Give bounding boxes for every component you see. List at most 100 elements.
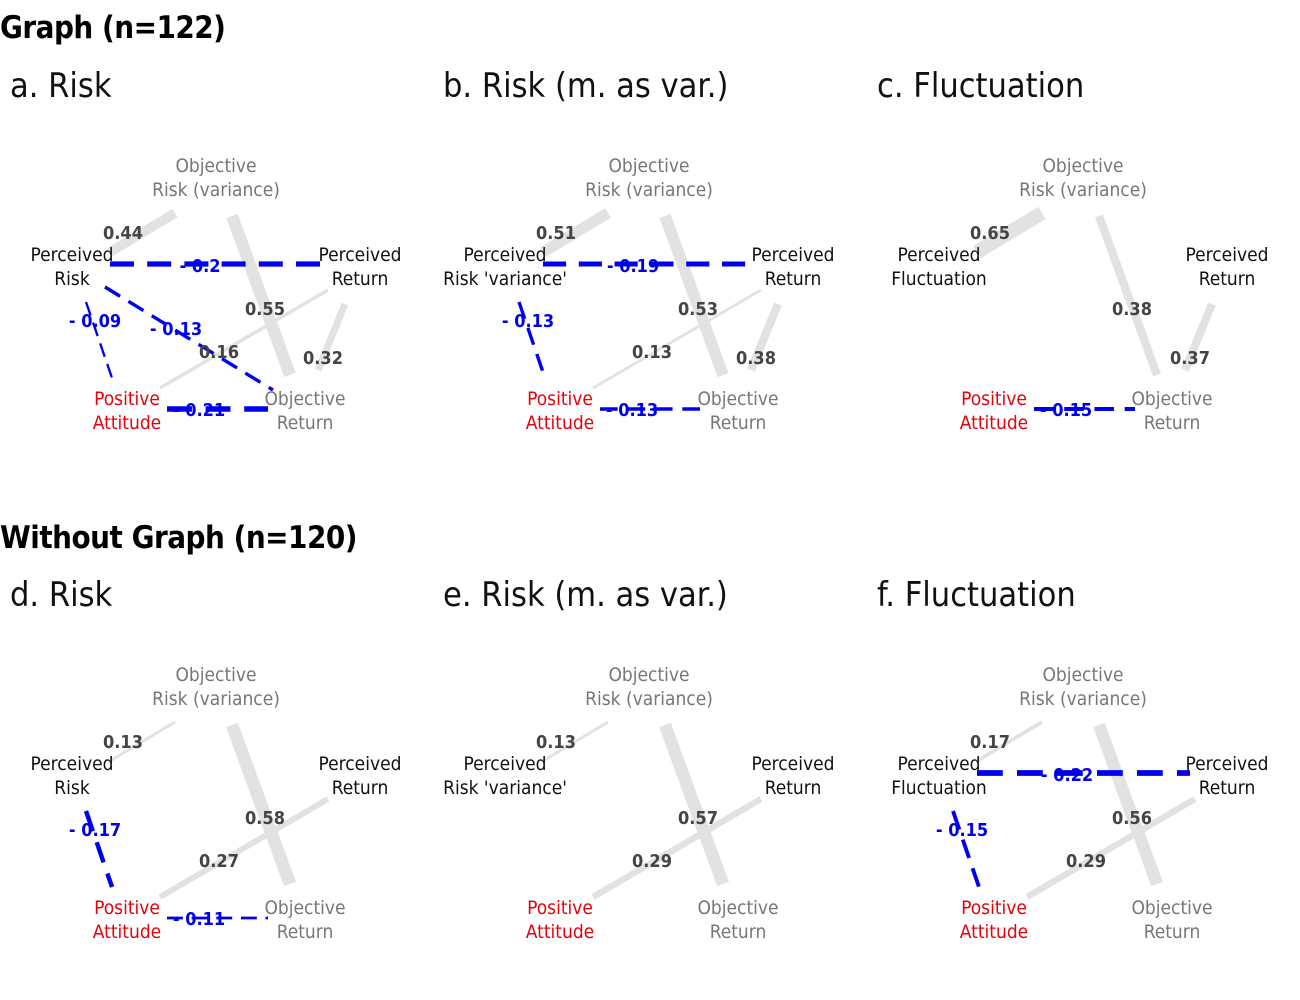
panel-title: f. Fluctuation bbox=[877, 575, 1076, 615]
node-pret: Perceived Return bbox=[319, 244, 402, 290]
node-oret: Objective Return bbox=[1131, 897, 1212, 943]
node-oret: Objective Return bbox=[1131, 388, 1212, 434]
panel-title: d. Risk bbox=[10, 575, 113, 615]
node-pr: Perceived Fluctuation bbox=[891, 244, 987, 290]
edge-label-pa-oret: - 0.15 bbox=[1040, 400, 1092, 421]
node-pret: Perceived Return bbox=[319, 753, 402, 799]
panel-0-0: a. Risk Objective Risk (variance) Perceived… bbox=[10, 66, 401, 434]
section-title-without-graph: Without Graph (n=120) bbox=[0, 520, 358, 556]
edge-or-oret bbox=[659, 214, 729, 377]
node-pr: Perceived Risk 'variance' bbox=[443, 753, 567, 799]
panel-1-2: f. Fluctuation Objective Risk (variance) Pe… bbox=[877, 575, 1268, 943]
edge-or-pr bbox=[973, 206, 1046, 259]
node-pa: Positive Attitude bbox=[526, 897, 594, 943]
edge-label-or-oret: 0.58 bbox=[245, 808, 285, 829]
edge-pr-oret bbox=[104, 285, 274, 392]
node-pr: Perceived Risk bbox=[31, 244, 114, 290]
node-pret: Perceived Return bbox=[752, 753, 835, 799]
node-pa: Positive Attitude bbox=[960, 897, 1028, 943]
edge-pret-oret bbox=[1181, 302, 1216, 372]
node-oret: Objective Return bbox=[264, 897, 345, 943]
node-pr: Perceived Risk 'variance' bbox=[443, 244, 567, 290]
node-or: Objective Risk (variance) bbox=[1019, 664, 1147, 710]
edge-pa-pret bbox=[1025, 796, 1197, 900]
panel-title: b. Risk (m. as var.) bbox=[443, 66, 728, 106]
edge-label-pa-oret: - 0.11 bbox=[173, 909, 225, 930]
node-pa: Positive Attitude bbox=[93, 388, 161, 434]
panel-1-0: d. Risk Objective Risk (variance) Perceived… bbox=[10, 575, 401, 943]
edge-or-pr bbox=[540, 208, 611, 257]
edge-or-oret bbox=[659, 722, 729, 887]
node-pa: Positive Attitude bbox=[960, 388, 1028, 434]
section-title-graph: Graph (n=122) bbox=[0, 10, 226, 46]
edge-pa-pret bbox=[158, 796, 330, 900]
edge-label-pa-pret: 0.16 bbox=[199, 342, 239, 363]
panel-title: a. Risk bbox=[10, 66, 112, 106]
panel-title: c. Fluctuation bbox=[877, 66, 1084, 106]
edge-label-pr-pret: - 0.2 bbox=[179, 256, 220, 277]
node-or: Objective Risk (variance) bbox=[1019, 155, 1147, 201]
node-pa: Positive Attitude bbox=[526, 388, 594, 434]
edge-label-or-pr: 0.13 bbox=[103, 732, 143, 753]
edge-label-or-pr: 0.65 bbox=[970, 223, 1010, 244]
edge-label-pa-oret: - 0.21 bbox=[173, 400, 225, 421]
edge-or-oret bbox=[226, 722, 296, 887]
edge-label-or-pr: 0.13 bbox=[536, 732, 576, 753]
edge-label-or-oret: 0.57 bbox=[678, 808, 718, 829]
node-pret: Perceived Return bbox=[1186, 753, 1269, 799]
edge-pr-pa bbox=[84, 301, 114, 379]
edge-label-pret-oret: 0.37 bbox=[1170, 348, 1210, 369]
edge-or-pr bbox=[976, 720, 1043, 763]
edge-or-pr bbox=[542, 720, 609, 763]
edge-label-or-oret: 0.53 bbox=[678, 299, 718, 320]
edge-label-pa-pret: 0.27 bbox=[199, 851, 239, 872]
edge-label-pa-oret: - 0.13 bbox=[606, 400, 658, 421]
node-oret: Objective Return bbox=[697, 897, 778, 943]
edge-label-pret-oret: 0.38 bbox=[736, 348, 776, 369]
edge-pr-pa bbox=[83, 810, 115, 888]
node-or: Objective Risk (variance) bbox=[585, 155, 713, 201]
panel-1-1: e. Risk (m. as var.) Objective Risk (varia… bbox=[443, 575, 834, 943]
edge-label-pr-pa: - 0.15 bbox=[936, 820, 988, 841]
edge-label-pr-pret: - 0.22 bbox=[1041, 765, 1093, 786]
panel-title: e. Risk (m. as var.) bbox=[443, 575, 728, 615]
edge-or-pr bbox=[107, 208, 178, 257]
edge-label-or-pr: 0.44 bbox=[103, 223, 143, 244]
edge-or-pr bbox=[109, 720, 176, 763]
node-oret: Objective Return bbox=[264, 388, 345, 434]
edge-pret-oret bbox=[747, 302, 782, 372]
node-oret: Objective Return bbox=[697, 388, 778, 434]
edge-label-pa-pret: 0.13 bbox=[632, 342, 672, 363]
node-pr: Perceived Risk bbox=[31, 753, 114, 799]
node-pr: Perceived Fluctuation bbox=[891, 753, 987, 799]
edge-pa-pret bbox=[592, 288, 762, 390]
edge-label-or-oret: 0.56 bbox=[1112, 808, 1152, 829]
edge-pa-pret bbox=[591, 796, 763, 900]
node-pa: Positive Attitude bbox=[93, 897, 161, 943]
edge-pret-oret bbox=[314, 302, 349, 372]
panel-0-2: c. Fluctuation Objective Risk (variance) Pe… bbox=[877, 66, 1268, 434]
edge-or-oret bbox=[1093, 722, 1163, 887]
edge-label-pr-pret: - 0.19 bbox=[607, 256, 659, 277]
edge-label-pa-pret: 0.29 bbox=[632, 851, 672, 872]
node-pret: Perceived Return bbox=[752, 244, 835, 290]
node-or: Objective Risk (variance) bbox=[152, 664, 280, 710]
edge-label-or-oret: 0.55 bbox=[245, 299, 285, 320]
edge-label-pr-pa: - 0.09 bbox=[69, 311, 121, 332]
edge-label-pr-pa: - 0.17 bbox=[69, 820, 121, 841]
edge-or-oret bbox=[1095, 214, 1161, 377]
node-or: Objective Risk (variance) bbox=[152, 155, 280, 201]
node-or: Objective Risk (variance) bbox=[585, 664, 713, 710]
node-pret: Perceived Return bbox=[1186, 244, 1269, 290]
edge-label-or-pr: 0.51 bbox=[536, 223, 576, 244]
edge-label-pr-pa: - 0.13 bbox=[502, 311, 554, 332]
edge-label-pa-pret: 0.29 bbox=[1066, 851, 1106, 872]
edge-or-oret bbox=[226, 213, 296, 378]
edge-pr-pa bbox=[517, 301, 547, 379]
edge-label-pret-oret: 0.32 bbox=[303, 348, 343, 369]
edge-label-or-oret: 0.38 bbox=[1112, 299, 1152, 320]
edge-label-or-pr: 0.17 bbox=[970, 732, 1010, 753]
edge-pr-pa bbox=[951, 810, 981, 888]
edge-label-pr-oret: - 0.13 bbox=[150, 319, 202, 340]
